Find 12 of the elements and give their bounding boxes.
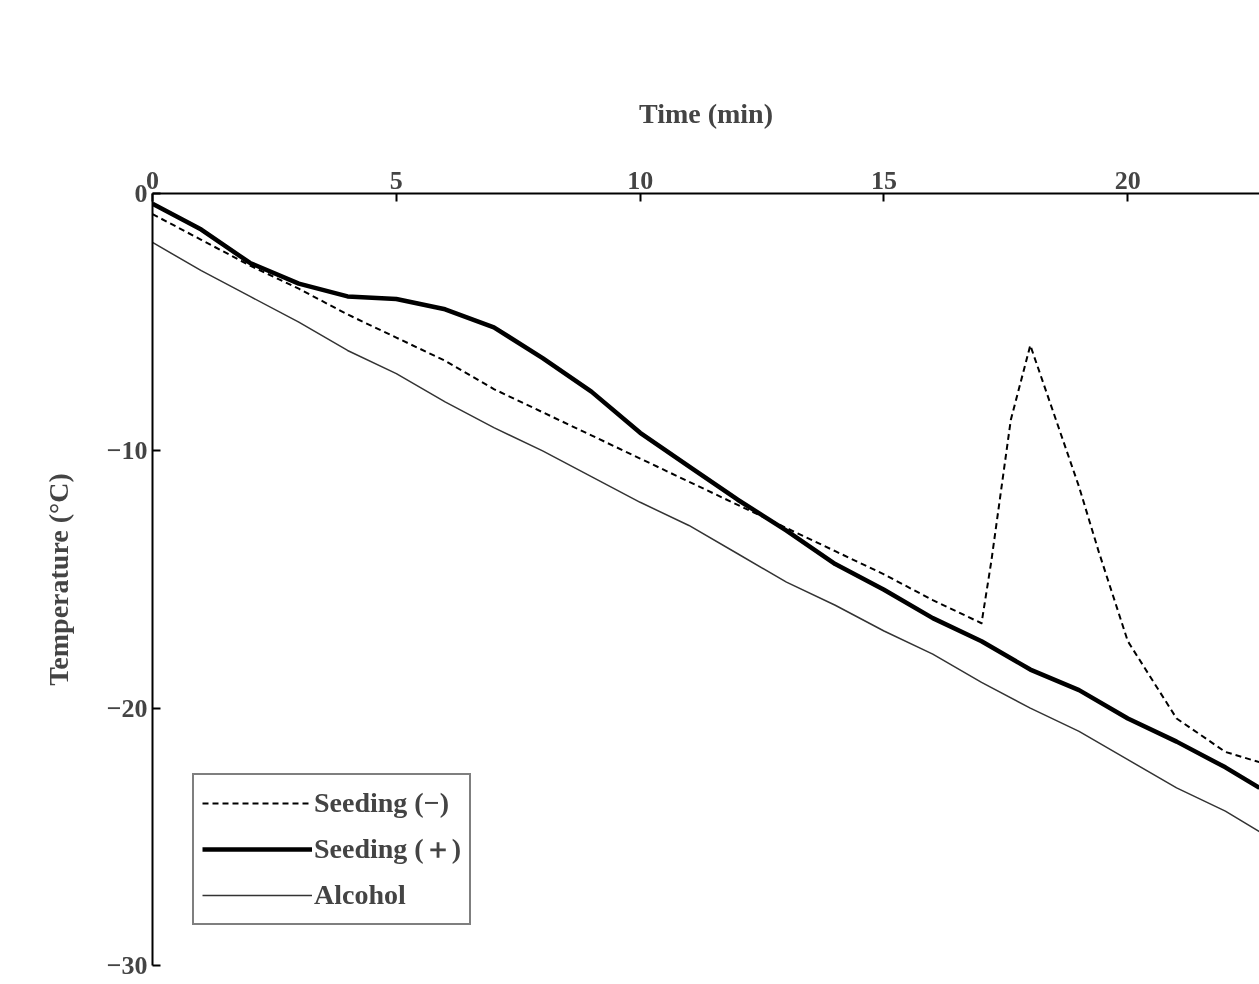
legend-label: Seeding (−) <box>314 786 449 820</box>
legend-label: Alcohol <box>314 878 406 912</box>
y-tick-label: −20 <box>106 693 148 723</box>
x-tick-label: 15 <box>871 165 897 195</box>
x-tick-label: 10 <box>627 165 654 195</box>
y-tick-label: −10 <box>106 436 148 466</box>
x-tick-label: 5 <box>389 165 403 195</box>
y-tick-label: −30 <box>106 951 148 980</box>
y-axis-title: Temperature (°C) <box>42 473 74 686</box>
x-axis-title: Time (min) <box>638 97 774 129</box>
x-tick-label: 20 <box>1114 165 1141 195</box>
legend-label: Seeding (＋) <box>314 832 461 866</box>
